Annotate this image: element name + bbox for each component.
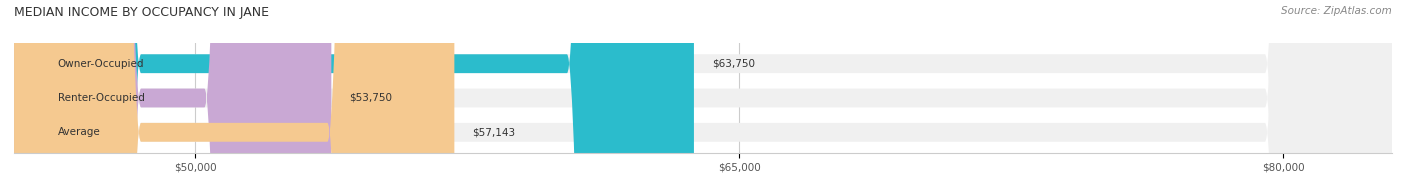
FancyBboxPatch shape [14,0,1392,196]
FancyBboxPatch shape [14,0,332,196]
FancyBboxPatch shape [14,0,695,196]
Text: MEDIAN INCOME BY OCCUPANCY IN JANE: MEDIAN INCOME BY OCCUPANCY IN JANE [14,6,269,19]
Text: Average: Average [58,127,100,137]
FancyBboxPatch shape [14,0,1392,196]
Text: Source: ZipAtlas.com: Source: ZipAtlas.com [1281,6,1392,16]
FancyBboxPatch shape [14,0,454,196]
Text: $63,750: $63,750 [711,59,755,69]
FancyBboxPatch shape [14,0,1392,196]
Text: Renter-Occupied: Renter-Occupied [58,93,145,103]
Text: $57,143: $57,143 [472,127,516,137]
Text: $53,750: $53,750 [350,93,392,103]
Text: Owner-Occupied: Owner-Occupied [58,59,143,69]
